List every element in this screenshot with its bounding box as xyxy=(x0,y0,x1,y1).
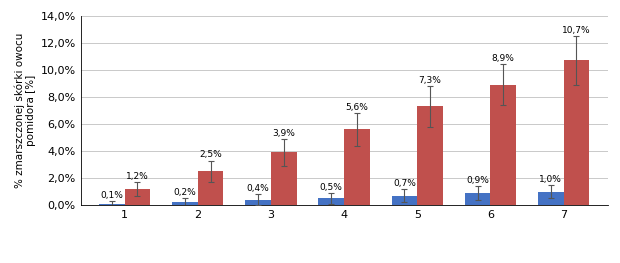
Text: 7,3%: 7,3% xyxy=(418,76,441,85)
Bar xyxy=(465,193,490,205)
Text: 3,9%: 3,9% xyxy=(272,129,295,138)
Text: 2,5%: 2,5% xyxy=(199,150,222,159)
Bar xyxy=(319,198,344,205)
Bar xyxy=(344,129,370,205)
Text: 8,9%: 8,9% xyxy=(492,54,515,63)
Bar xyxy=(172,203,198,205)
Text: 1,2%: 1,2% xyxy=(126,172,149,181)
Bar xyxy=(490,85,516,205)
Bar xyxy=(125,189,150,205)
Text: 0,4%: 0,4% xyxy=(247,184,270,193)
Bar xyxy=(538,192,564,205)
Text: 1,0%: 1,0% xyxy=(539,175,562,184)
Text: 0,9%: 0,9% xyxy=(466,176,489,185)
Bar xyxy=(198,171,223,205)
Bar xyxy=(246,200,271,205)
Text: 10,7%: 10,7% xyxy=(562,26,591,35)
Text: 5,6%: 5,6% xyxy=(345,103,368,112)
Text: 0,2%: 0,2% xyxy=(174,188,197,197)
Text: 0,5%: 0,5% xyxy=(320,183,343,192)
Y-axis label: % zmarszczonej skórki owocu
pomidora [%]: % zmarszczonej skórki owocu pomidora [%] xyxy=(14,33,37,188)
Text: 0,7%: 0,7% xyxy=(393,179,416,188)
Bar xyxy=(564,60,589,205)
Bar xyxy=(417,107,443,205)
Bar xyxy=(99,204,125,205)
Text: 0,1%: 0,1% xyxy=(100,191,123,200)
Bar xyxy=(271,152,296,205)
Bar xyxy=(392,196,417,205)
